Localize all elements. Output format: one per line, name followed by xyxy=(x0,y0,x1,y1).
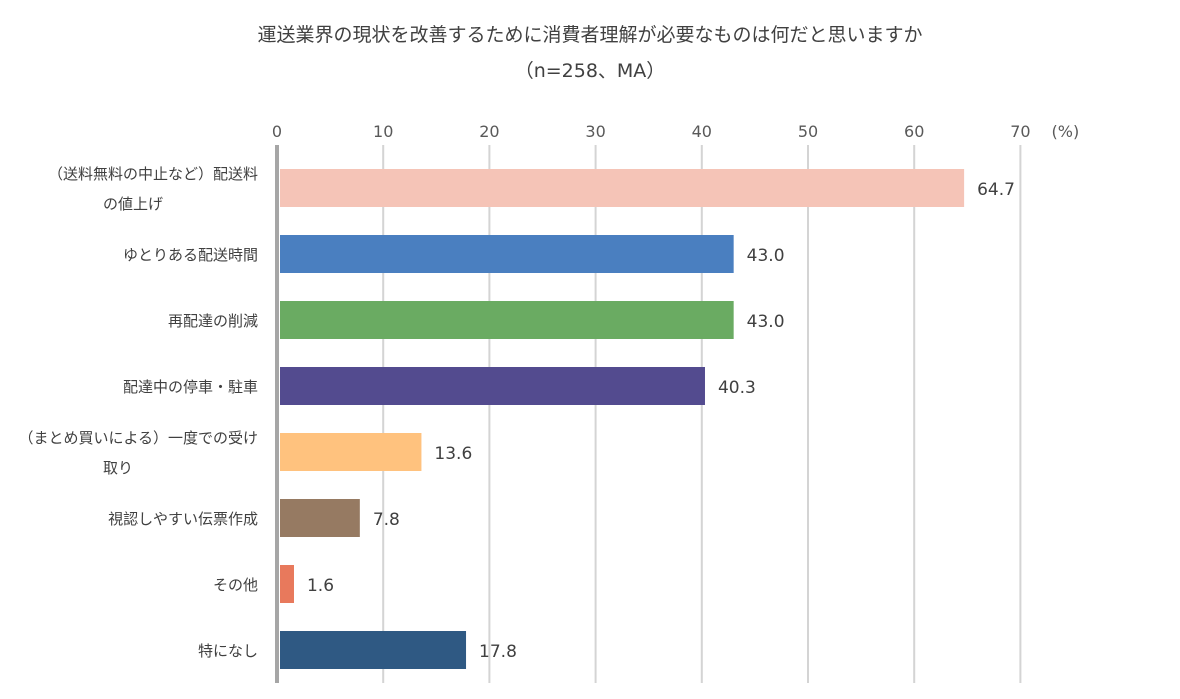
data-label: 43.0 xyxy=(747,246,785,266)
bar xyxy=(280,367,705,405)
category-label: 特になし xyxy=(198,642,258,660)
category-label: 取り xyxy=(103,459,133,477)
x-tick-label: 20 xyxy=(479,122,499,141)
category-label: ゆとりある配送時間 xyxy=(123,246,258,264)
unit-label: (%) xyxy=(1052,122,1080,141)
data-label: 40.3 xyxy=(718,378,756,398)
data-label: 64.7 xyxy=(977,180,1015,200)
x-tick-label: 0 xyxy=(272,122,282,141)
category-label: 再配達の削減 xyxy=(168,312,258,330)
data-label: 43.0 xyxy=(747,312,785,332)
x-tick-label: 10 xyxy=(373,122,393,141)
data-label: 7.8 xyxy=(373,510,400,530)
bar xyxy=(280,565,294,603)
data-label: 1.6 xyxy=(307,576,334,596)
bar xyxy=(280,169,965,207)
bar xyxy=(280,433,422,471)
bar xyxy=(280,301,734,339)
category-label: （まとめ買いによる）一度での受け xyxy=(18,429,258,447)
category-label: 配達中の停車・駐車 xyxy=(123,378,258,396)
x-tick-label: 70 xyxy=(1010,122,1030,141)
data-label: 17.8 xyxy=(479,642,517,662)
category-label: の値上げ xyxy=(103,195,163,213)
x-tick-label: 30 xyxy=(585,122,605,141)
x-tick-label: 50 xyxy=(798,122,818,141)
data-label: 13.6 xyxy=(434,444,472,464)
x-tick-label: 60 xyxy=(904,122,924,141)
bar xyxy=(280,631,467,669)
category-label: 視認しやすい伝票作成 xyxy=(108,510,258,528)
bar xyxy=(280,499,360,537)
x-tick-label: 40 xyxy=(692,122,712,141)
category-label: その他 xyxy=(213,576,258,594)
bar xyxy=(280,235,734,273)
chart-subtitle: （n=258、MA） xyxy=(514,60,666,82)
chart-title: 運送業界の現状を改善するために消費者理解が必要なものは何だと思いますか xyxy=(257,24,923,46)
category-label: （送料無料の中止など）配送料 xyxy=(48,165,258,183)
